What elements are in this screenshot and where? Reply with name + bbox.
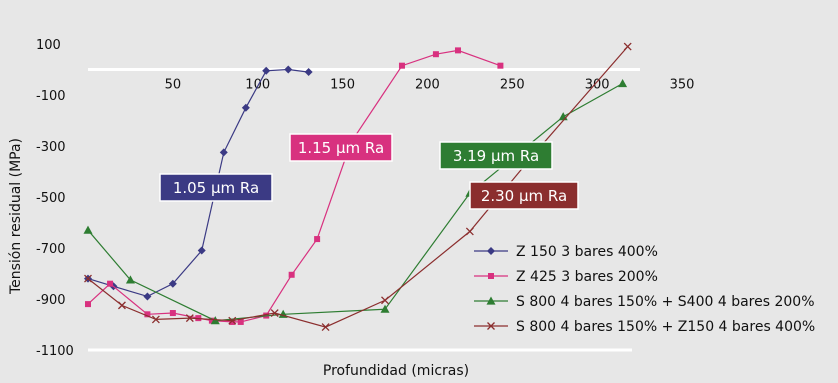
annotation-label: 1.05 µm Ra [173,179,259,197]
annotation-layer: 1.05 µm Ra 1.15 µm Ra 3.19 µm Ra 2.30 µm Ra [159,133,579,210]
data-point [380,304,390,313]
data-point [432,51,439,58]
data-point [229,318,236,325]
data-point [169,310,176,317]
x-tick-label: 300 [585,78,610,93]
x-tick-label: 250 [500,78,525,93]
annotation-label: 1.15 µm Ra [298,139,384,157]
data-point [497,62,504,69]
y-tick-label: -100 [36,89,66,104]
data-point [107,280,114,287]
series-3 [83,79,628,325]
data-point [84,274,92,283]
y-tick-label: -900 [36,293,66,308]
annotation-label: 3.19 µm Ra [453,147,539,165]
legend-item: S 800 4 bares 150% + S400 4 bares 200% [474,294,815,310]
data-point [284,65,293,74]
data-point [125,275,135,284]
data-point [144,311,151,318]
ra-annotation: 3.19 µm Ra [439,141,553,170]
data-point [270,309,279,317]
data-point [228,316,237,325]
ra-annotation: 1.15 µm Ra [289,133,393,162]
legend-label: S 800 4 bares 150% + Z150 4 bares 400% [516,319,815,335]
data-point [85,301,91,308]
legend-label: Z 425 3 bares 200% [516,269,658,285]
y-tick-label: -700 [36,242,66,257]
legend-marker [486,296,496,305]
y-tick-label: -500 [36,191,66,206]
annotation-label: 2.30 µm Ra [481,187,567,205]
legend-item: Z 425 3 bares 200% [474,269,658,285]
series-2 [85,47,504,325]
y-tick-label: -1100 [36,344,74,359]
legend-marker [487,322,495,330]
data-point [398,62,405,69]
x-axis-title: Profundidad (micras) [323,363,469,379]
annotation-box [439,141,553,170]
legend-item: Z 150 3 bares 400% [474,244,658,260]
data-point [197,246,206,255]
legend-label: S 800 4 bares 150% + S400 4 bares 200% [516,294,815,310]
y-tick-label: -300 [36,140,66,155]
data-point [454,47,461,54]
data-point [321,323,330,332]
data-point [83,225,93,234]
data-point [262,66,271,75]
data-point [241,103,250,112]
data-point [117,301,126,310]
series-line [87,82,623,322]
legend-marker [487,247,495,255]
legend-label: Z 150 3 bares 400% [516,244,658,260]
data-point [381,296,389,305]
data-point [219,148,228,157]
data-point [304,68,313,77]
data-point [618,79,628,88]
x-tick-label: 200 [415,78,440,93]
ra-annotation: 2.30 µm Ra [469,181,579,210]
y-axis-title: Tensión residual (MPa) [8,138,24,295]
data-point [465,227,474,236]
x-tick-label: 150 [330,78,355,93]
data-point [208,317,215,324]
data-point [185,314,194,323]
series-layer [83,42,632,332]
series-line [87,49,501,323]
data-point [237,318,244,325]
axis-lines [88,68,640,352]
data-point [143,292,152,301]
ra-annotation: 1.05 µm Ra [159,173,273,202]
x-tick-label: 350 [670,78,695,93]
y-tick-label: 100 [36,38,61,53]
x-tick-label: 50 [165,78,182,93]
legend-marker [488,273,494,279]
data-point [151,315,160,324]
x-tick-labels: 50 100 150 200 250 300 350 [165,78,695,93]
annotation-box [469,181,579,210]
data-point [314,236,321,243]
annotation-box [159,173,273,202]
data-point [168,279,177,288]
legend-item: S 800 4 bares 150% + Z150 4 bares 400% [474,319,815,335]
data-point [288,271,295,278]
y-tick-labels: 100 -100 -300 -500 -700 -900 -1100 [36,38,74,359]
annotation-box [289,133,393,162]
data-point [623,42,632,51]
legend: Z 150 3 bares 400% Z 425 3 bares 200% S 80… [474,244,815,335]
